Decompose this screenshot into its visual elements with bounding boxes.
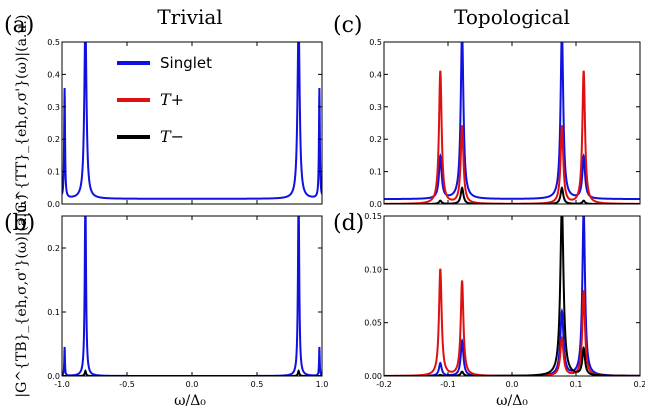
y-tick-label: 0.2 [369, 135, 382, 144]
panel-a-plot: 0.0 0.1 0.2 0.3 0.4 0.5 [47, 38, 323, 209]
y-tick-label: 0.1 [369, 168, 382, 177]
legend: Singlet T+ T− [117, 54, 212, 146]
x-tick-label: 0.2 [634, 380, 645, 389]
y-tick-label: 0.3 [47, 103, 60, 112]
y-tick-label: 0.10 [364, 265, 382, 274]
y-tick-label: 0.5 [47, 38, 60, 47]
xlabel-left: ω/Δ₀ [174, 393, 206, 409]
plot-frame [383, 215, 641, 377]
y-tick-label: 0.1 [47, 308, 60, 317]
series-line-tplus [384, 268, 640, 376]
panel-d-plot: 0.00 0.05 0.10 0.15 -0.2 -0.1 0.0 0.1 0.2 [364, 212, 645, 389]
legend-label-singlet: Singlet [160, 54, 212, 72]
plot-frame [61, 215, 323, 377]
series-line-singlet [384, 216, 640, 376]
series-line-tminus [384, 216, 640, 376]
y-tick-label: 0.05 [364, 319, 382, 328]
panel-label-b: (b) [4, 211, 35, 236]
panel-label-d: (d) [333, 211, 364, 236]
series-line-tplus [384, 70, 640, 204]
x-tick-label: -1.0 [54, 380, 70, 389]
x-tick-label: 0.5 [251, 380, 264, 389]
y-tick-label: 0.0 [369, 200, 382, 209]
y-tick-label: 0.3 [369, 103, 382, 112]
x-tick-label: -0.2 [376, 380, 392, 389]
x-tick-label: 0.1 [570, 380, 583, 389]
y-tick-label: 0.2 [47, 244, 60, 253]
panel-b-plot: 0.0 0.1 0.2 -1.0 -0.5 0.0 0.5 1.0 [47, 215, 329, 389]
series-line-singlet [62, 216, 322, 376]
xlabel-right: ω/Δ₀ [496, 393, 528, 409]
ylabel-bottom: |G^{TB}_{eh,σ,σ'}(ω)|(a.u.) [14, 194, 30, 397]
plot-frame [383, 41, 641, 205]
panel-label-c: (c) [333, 13, 363, 38]
title-trivial: Trivial [157, 5, 222, 29]
y-tick-label: 0.1 [47, 168, 60, 177]
panel-label-a: (a) [4, 13, 34, 38]
legend-label-tminus: T− [160, 127, 184, 146]
y-tick-label: 0.00 [364, 372, 382, 381]
series-line-singlet [384, 42, 640, 201]
x-tick-label: 1.0 [316, 380, 329, 389]
y-tick-label: 0.0 [47, 372, 60, 381]
x-tick-label: -0.5 [119, 380, 135, 389]
x-tick-label: 0.0 [506, 380, 519, 389]
ylabel-top: |G^{TT}_{eh,σ,σ'}(ω)|(a.u.) [14, 15, 30, 218]
y-tick-label: 0.5 [369, 38, 382, 47]
series-line-singlet [62, 42, 322, 200]
x-tick-label: 0.0 [186, 380, 199, 389]
y-tick-label: 0.15 [364, 212, 382, 221]
y-tick-label: 0.4 [369, 70, 382, 79]
y-tick-label: 0.2 [47, 135, 60, 144]
title-topological: Topological [454, 5, 570, 29]
y-tick-label: 0.4 [47, 70, 60, 79]
legend-label-tplus: T+ [160, 90, 184, 109]
y-tick-label: 0.0 [47, 200, 60, 209]
panel-c-plot: 0.0 0.1 0.2 0.3 0.4 0.5 [369, 38, 641, 209]
x-tick-label: -0.1 [440, 380, 456, 389]
